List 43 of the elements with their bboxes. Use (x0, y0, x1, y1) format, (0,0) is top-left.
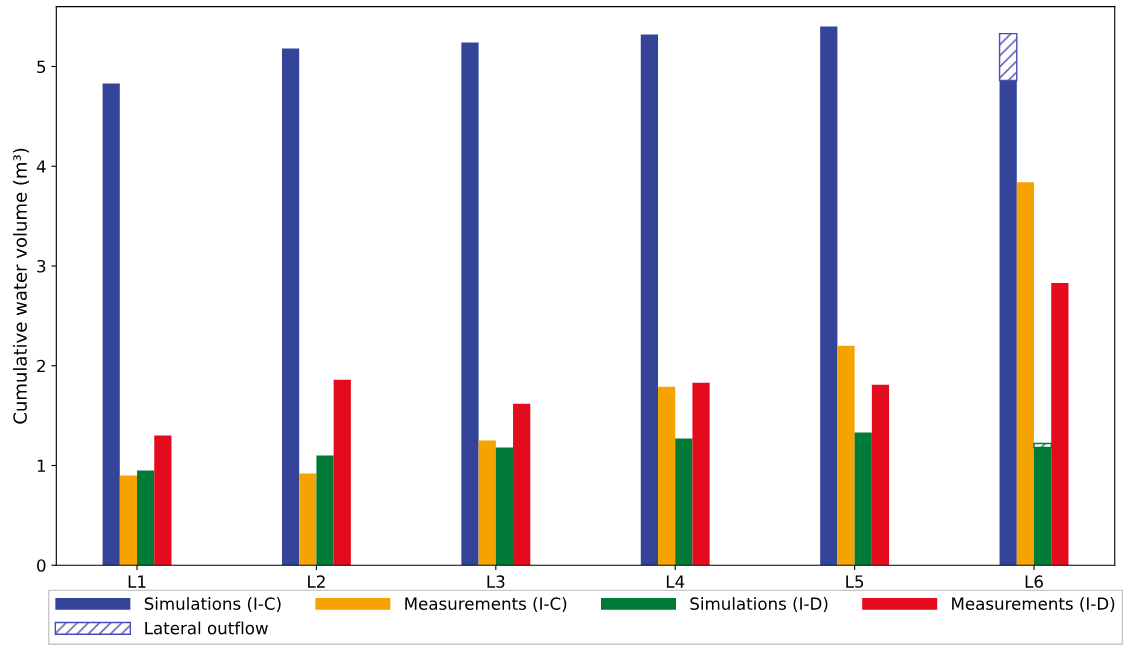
bar (1051, 282, 1069, 566)
bar (1016, 182, 1035, 566)
x-tick-label: L1 (128, 575, 146, 588)
y-tick-label: 2 (37, 359, 45, 373)
bar (999, 80, 1017, 566)
bar (854, 432, 872, 566)
bar (154, 435, 172, 566)
y-tick-label: 5 (37, 60, 46, 74)
x-tick-label: L2 (308, 575, 325, 588)
y-tick-label: 1 (37, 459, 46, 472)
x-tick-label: L6 (1025, 575, 1043, 588)
bar (871, 384, 890, 566)
bar (692, 382, 710, 566)
x-tick-label: L4 (666, 575, 685, 588)
bar (316, 455, 334, 566)
legend-label: Measurements (I-C) (405, 597, 567, 612)
bar (495, 447, 514, 566)
y-tick-label: 4 (36, 160, 46, 173)
legend-label: Simulations (I-C) (144, 597, 281, 612)
x-tick-label: L5 (846, 575, 864, 588)
legend-label: Measurements (I-D) (952, 597, 1115, 612)
bar (119, 475, 138, 566)
bar (299, 473, 317, 566)
y-tick-label: 3 (37, 259, 46, 273)
bar (1034, 447, 1052, 566)
bar (658, 386, 676, 566)
bar (333, 379, 351, 566)
bar (837, 345, 855, 566)
y-axis-title: Cumulative water volume (m³) (12, 148, 30, 424)
bar (513, 403, 531, 566)
bar (281, 48, 300, 566)
bar (461, 42, 479, 566)
bar (102, 83, 120, 566)
bar (820, 26, 838, 566)
y-tick-label: 0 (37, 559, 46, 572)
x-tick-label: L3 (487, 575, 505, 588)
legend-label: Simulations (I-D) (690, 597, 828, 612)
legend-label: Lateral outflow (145, 621, 268, 635)
bar (478, 440, 496, 566)
bar (640, 34, 658, 566)
bar (998, 32, 1018, 82)
bar (675, 438, 693, 566)
bar (137, 470, 155, 566)
